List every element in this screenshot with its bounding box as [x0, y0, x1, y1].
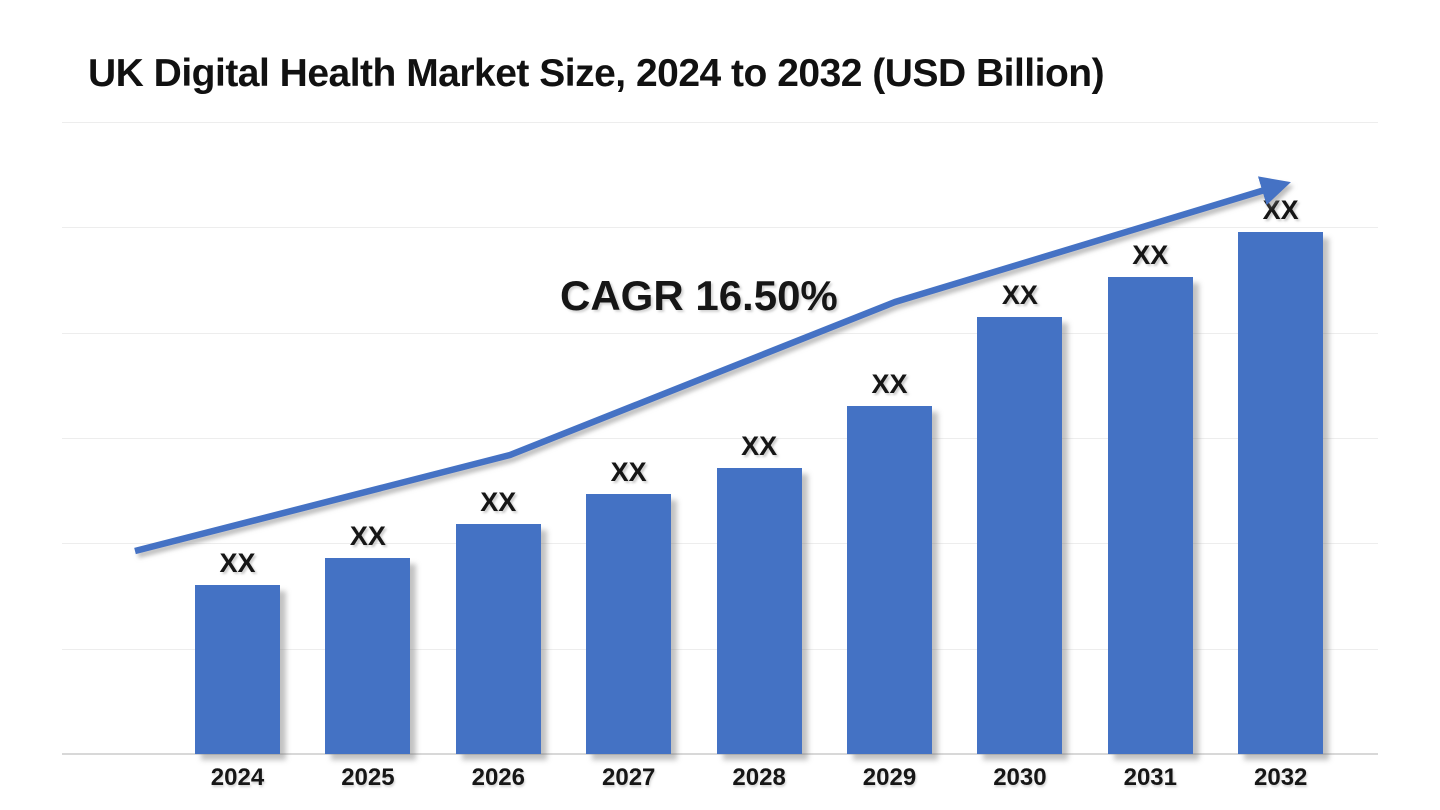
bar-2031 — [1107, 277, 1193, 754]
gridline — [62, 227, 1378, 229]
plot-area — [62, 122, 1378, 755]
bar-2028 — [716, 468, 802, 754]
x-axis-line — [62, 753, 1378, 755]
bar-value-label-2030: XX — [1001, 280, 1038, 310]
x-axis-label-2032: 2032 — [1253, 764, 1308, 791]
x-axis-label-2024: 2024 — [210, 764, 265, 791]
x-axis-label-2027: 2027 — [601, 764, 656, 791]
bar-value-label-2032: XX — [1262, 195, 1299, 225]
chart-title: UK Digital Health Market Size, 2024 to 2… — [88, 52, 1105, 95]
bar-value-label-2025: XX — [349, 521, 386, 551]
bar-value-label-2024: XX — [219, 548, 256, 578]
bar-2027 — [586, 494, 672, 754]
x-axis-label-2029: 2029 — [862, 764, 917, 791]
bar-value-label-2026: XX — [480, 487, 517, 517]
x-axis-label-2025: 2025 — [341, 764, 395, 791]
bar-2030 — [977, 317, 1063, 754]
x-axis-label-2030: 2030 — [993, 764, 1047, 791]
bar-2029 — [847, 406, 932, 754]
gridline — [62, 122, 1378, 123]
bar-2025 — [325, 558, 411, 754]
bar-2032 — [1238, 232, 1324, 754]
x-axis-label-2031: 2031 — [1123, 764, 1177, 791]
bar-value-label-2029: XX — [871, 369, 908, 399]
cagr-label: CAGR 16.50% — [560, 272, 838, 319]
bar-value-label-2027: XX — [610, 457, 647, 487]
x-axis-label-2028: 2028 — [732, 764, 786, 791]
bar-value-label-2031: XX — [1132, 240, 1169, 270]
bar-value-label-2028: XX — [741, 431, 778, 461]
bar-2026 — [455, 524, 541, 754]
x-axis-label-2026: 2026 — [471, 764, 525, 791]
bar-2024 — [195, 585, 280, 754]
